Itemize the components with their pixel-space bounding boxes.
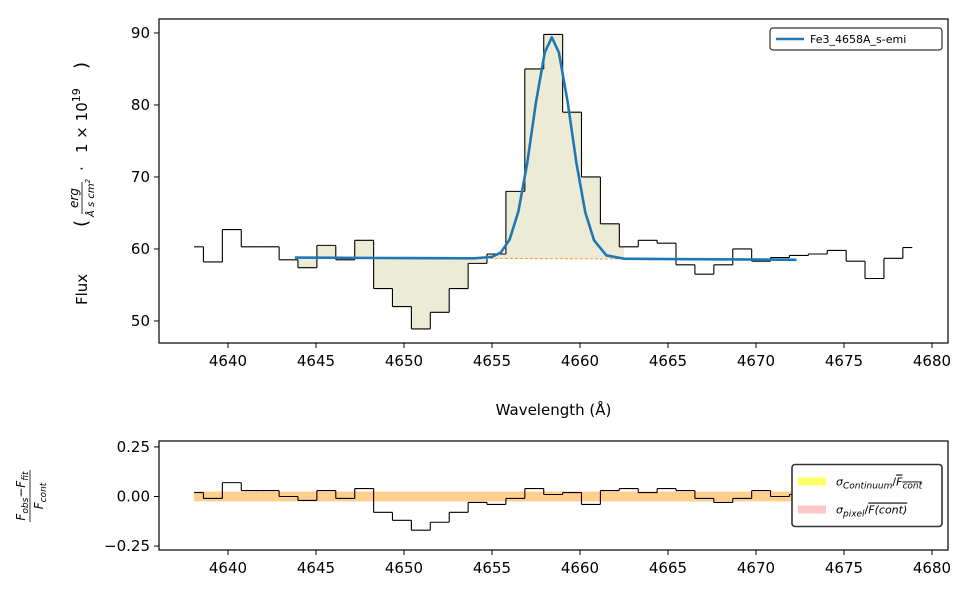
ylabel-part: ( [71,220,92,227]
x-tick-label: 4655 [473,559,511,577]
x-tick-label: 4665 [649,559,687,577]
y-tick-label: 0.25 [117,438,150,456]
x-tick-label: 4670 [737,559,775,577]
ylabel-part: 2 [84,178,92,183]
ylabel-part: Fcont [32,482,49,509]
ylabel-part: 1 × 10 [73,102,91,153]
legend-label-part: / [892,476,896,489]
x-tick-label: 4640 [209,352,247,370]
y-axis-label: Flux ( erg Å s cm2 · 1 × 1019 ) [67,62,97,305]
ylabel-part: F [32,501,46,509]
x-tick-label: 4675 [825,559,863,577]
legend-label-part: cont [902,482,922,492]
y-tick-label: 80 [131,96,150,114]
ylabel-part: Fobs−Ffit [14,471,31,521]
y-tick-label: 50 [131,312,150,330]
ylabel-part: obs [21,497,31,513]
ylabel-part: F [14,480,28,488]
legend-box [791,463,943,528]
line-fill [294,34,624,329]
uncertainty-band [194,491,913,502]
legend-label: σContinuum/Fcont [836,476,923,492]
ylabel-part: cont [39,482,49,502]
x-tick-label: 4650 [385,559,423,577]
x-tick-label: 4680 [913,559,951,577]
legend-label: Fe3_4658A_s-emi [810,33,906,46]
legend-label-part: / [865,504,869,517]
x-tick-label: 4655 [473,352,511,370]
ylabel-part: Å s cm2 [84,178,97,218]
ylabel-part: Å s cm [84,183,97,218]
ylabel-part: · [73,166,91,171]
ylabel-part: fit [21,471,31,481]
x-tick-label: 4650 [385,352,423,370]
legend-label-part: pixel [842,510,865,520]
legend-label-part: Continuum [843,482,893,492]
legend-label-part: F(cont) [868,504,907,517]
legend-label: σpixel/F(cont) [836,504,907,520]
x-tick-label: 4640 [209,559,247,577]
ylabel-part: Flux [73,274,91,305]
x-tick-label: 4680 [913,352,951,370]
ylabel-part: F [14,513,28,521]
x-tick-label: 4675 [825,352,863,370]
legend-label-part: σ [836,504,844,517]
ylabel-part: erg [67,188,81,208]
legend-swatch [798,477,826,486]
x-tick-label: 4660 [561,352,599,370]
x-tick-label: 4645 [297,559,335,577]
fit-line [294,35,797,262]
ylabel-part: 19 [70,88,83,102]
ylabel-part: 1 × 1019 [70,88,91,153]
legend-box [769,27,943,51]
legend-label-part: F [896,476,903,489]
ylabel-part: − [14,488,28,498]
y-axis-label: Fobs−Ffit Fcont [14,470,49,522]
y-tick-label: 70 [131,168,150,186]
x-axis-label: Wavelength (Å) [496,400,612,419]
plot-frame [158,18,949,344]
plot-frame [158,440,949,551]
x-tick-label: 4670 [737,352,775,370]
legend-label-part: σ [836,476,844,489]
y-tick-label: 60 [131,240,150,258]
x-tick-label: 4645 [297,352,335,370]
y-tick-label: −0.25 [104,537,150,555]
x-tick-label: 4665 [649,352,687,370]
y-tick-label: 90 [131,24,150,42]
x-tick-label: 4660 [561,559,599,577]
y-tick-label: 0.00 [117,487,150,505]
ylabel-part: ) [71,62,92,69]
legend-swatch [798,505,826,514]
